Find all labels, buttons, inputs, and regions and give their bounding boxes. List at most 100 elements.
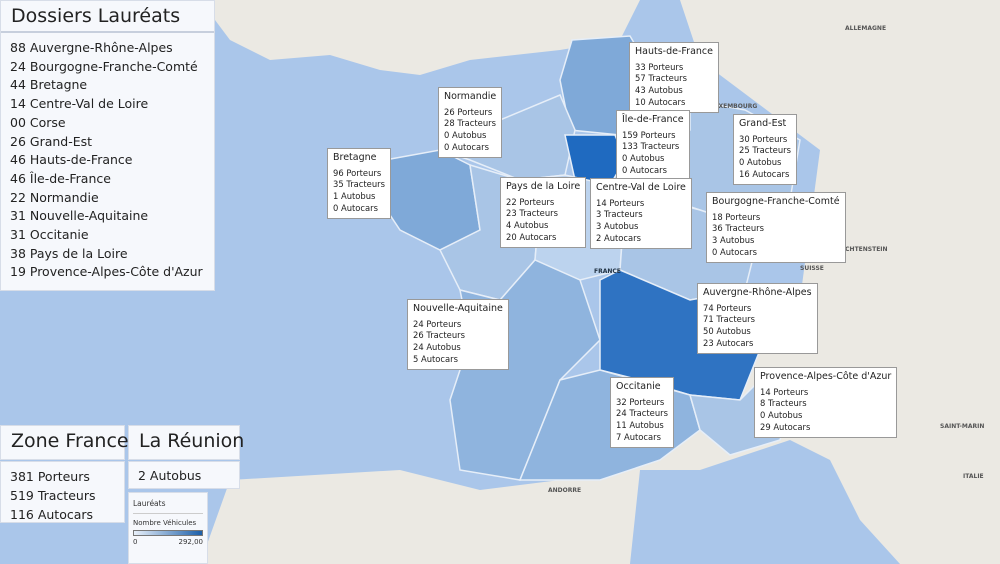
callout-line: 43 Autobus (635, 85, 683, 96)
map-label-allemagne: ALLEMAGNE (845, 25, 886, 32)
callout-ile-de-france[interactable]: Île-de-France 159 Porteurs 133 Tracteurs 0 … (616, 110, 690, 181)
callout-pays-de-la-loire[interactable]: Pays de la Loire 22 Porteurs 23 Tracteurs 4… (500, 177, 587, 248)
callout-line: 14 Porteurs (596, 197, 645, 208)
callout-line: 32 Porteurs (616, 396, 665, 407)
dossier-item: 22 Normandie (10, 189, 99, 205)
callout-auvergne-rhone-alpes[interactable]: Auvergne-Rhône-Alpes 74 Porteurs 71 Tracte… (697, 283, 818, 354)
callout-centre-val-de-loire[interactable]: Centre-Val de Loire 14 Porteurs 3 Tracteur… (590, 178, 692, 249)
map-label-france: FRANCE (594, 268, 621, 275)
dossier-item: 31 Occitanie (10, 227, 89, 243)
callout-line: 36 Tracteurs (712, 223, 764, 234)
callout-nouvelle-aquitaine[interactable]: Nouvelle-Aquitaine 24 Porteurs 26 Tracteur… (407, 299, 509, 370)
zone-france-header: Zone France (0, 425, 129, 460)
dossier-item: 46 Hauts-de-France (10, 152, 133, 168)
callout-line: 30 Porteurs (739, 133, 788, 144)
dossiers-list: 88 Auvergne-Rhône-Alpes 24 Bourgogne-Fran… (1, 33, 214, 282)
callout-line: 3 Autobus (596, 221, 639, 232)
dossier-item: 38 Pays de la Loire (10, 245, 128, 261)
callout-title: Pays de la Loire (506, 181, 581, 192)
callout-title: Auvergne-Rhône-Alpes (703, 287, 812, 298)
callout-line: 4 Autobus (506, 220, 549, 231)
callout-title: Normandie (444, 91, 497, 102)
callout-grand-est[interactable]: Grand-Est 30 Porteurs 25 Tracteurs 0 Autobu… (733, 114, 797, 185)
reunion-header: La Réunion (128, 425, 245, 460)
callout-line: 14 Porteurs (760, 386, 809, 397)
callout-line: 2 Autocars (596, 232, 641, 243)
callout-line: 26 Tracteurs (413, 330, 465, 341)
callout-line: 35 Tracteurs (333, 179, 385, 190)
callout-normandie[interactable]: Normandie 26 Porteurs 28 Tracteurs 0 Autobu… (438, 87, 503, 158)
callout-line: 23 Tracteurs (506, 208, 558, 219)
zone-france-item: 381 Porteurs (10, 469, 90, 484)
callout-line: 3 Tracteurs (596, 209, 643, 220)
dossier-item: 26 Grand-Est (10, 133, 93, 149)
callout-line: 22 Porteurs (506, 196, 555, 207)
callout-line: 133 Tracteurs (622, 141, 680, 152)
callout-line: 25 Tracteurs (739, 145, 791, 156)
color-legend: Lauréats Nombre Véhicules 0 292,00 (128, 492, 208, 564)
legend-title: Lauréats (133, 499, 203, 514)
callout-line: 7 Autocars (616, 431, 661, 442)
dossier-item: 19 Provence-Alpes-Côte d'Azur (10, 264, 203, 280)
map-label-andorre: ANDORRE (548, 487, 581, 494)
callout-hauts-de-france[interactable]: Hauts-de-France 33 Porteurs 57 Tracteurs 43… (629, 42, 719, 113)
callout-line: 0 Autobus (760, 410, 803, 421)
callout-line: 1 Autobus (333, 191, 376, 202)
zone-france-title: Zone France (11, 430, 129, 452)
callout-line: 16 Autocars (739, 168, 790, 179)
callout-line: 11 Autobus (616, 420, 664, 431)
callout-occitanie[interactable]: Occitanie 32 Porteurs 24 Tracteurs 11 Autob… (610, 377, 674, 448)
callout-line: 0 Autobus (739, 157, 782, 168)
callout-line: 8 Tracteurs (760, 398, 807, 409)
dossier-item: 00 Corse (10, 114, 66, 130)
callout-line: 23 Autocars (703, 337, 754, 348)
callout-line: 20 Autocars (506, 231, 557, 242)
callout-title: Nouvelle-Aquitaine (413, 303, 503, 314)
callout-title: Hauts-de-France (635, 46, 713, 57)
callout-line: 24 Tracteurs (616, 408, 668, 419)
dossiers-title: Dossiers Lauréats (1, 1, 214, 33)
callout-line: 10 Autocars (635, 96, 686, 107)
callout-line: 0 Autobus (622, 153, 665, 164)
callout-title: Bourgogne-Franche-Comté (712, 196, 840, 207)
reunion-title: La Réunion (139, 430, 245, 452)
callout-line: 18 Porteurs (712, 211, 761, 222)
england-land (200, 0, 640, 75)
dossier-item: 24 Bourgogne-Franche-Comté (10, 58, 198, 74)
callout-line: 28 Tracteurs (444, 118, 496, 129)
map-label-saint-marin: SAINT-MARIN (940, 423, 984, 430)
callout-line: 96 Porteurs (333, 167, 382, 178)
callout-provence-alpes-cote-d-azur[interactable]: Provence-Alpes-Côte d'Azur 14 Porteurs 8 T… (754, 367, 898, 438)
callout-title: Centre-Val de Loire (596, 182, 686, 193)
callout-line: 24 Autobus (413, 342, 461, 353)
callout-title: Occitanie (616, 381, 661, 392)
dossiers-laureats-panel: Dossiers Lauréats 88 Auvergne-Rhône-Alpe… (0, 0, 215, 291)
callout-title: Grand-Est (739, 118, 787, 129)
dossier-item: 14 Centre-Val de Loire (10, 96, 149, 112)
map-label-luxembourg: LUXEMBOURG (710, 103, 757, 110)
callout-line: 57 Tracteurs (635, 73, 687, 84)
legend-min: 0 (133, 538, 138, 546)
map-label-italie: ITALIE (963, 473, 984, 480)
callout-line: 0 Autobus (444, 130, 487, 141)
callout-line: 29 Autocars (760, 421, 811, 432)
legend-gradient (133, 530, 203, 536)
zone-france-values: 381 Porteurs 519 Tracteurs 116 Autocars (0, 461, 125, 523)
callout-line: 71 Tracteurs (703, 314, 755, 325)
callout-line: 33 Porteurs (635, 61, 684, 72)
dossier-item: 88 Auvergne-Rhône-Alpes (10, 40, 173, 55)
callout-line: 0 Autocars (444, 141, 489, 152)
reunion-value: 2 Autobus (128, 461, 240, 489)
legend-subtitle: Nombre Véhicules (133, 519, 197, 527)
callout-line: 159 Porteurs (622, 129, 676, 140)
callout-line: 24 Porteurs (413, 318, 462, 329)
dossier-item: 31 Nouvelle-Aquitaine (10, 208, 149, 224)
callout-bourgogne-franche-comte[interactable]: Bourgogne-Franche-Comté 18 Porteurs 36 Tra… (706, 192, 846, 263)
callout-line: 5 Autocars (413, 353, 458, 364)
callout-line: 50 Autobus (703, 326, 751, 337)
dossier-item: 44 Bretagne (10, 77, 88, 93)
callout-line: 0 Autocars (333, 202, 378, 213)
callout-line: 3 Autobus (712, 235, 755, 246)
callout-line: 0 Autocars (712, 246, 757, 257)
callout-bretagne[interactable]: Bretagne 96 Porteurs 35 Tracteurs 1 Autobus… (327, 148, 391, 219)
